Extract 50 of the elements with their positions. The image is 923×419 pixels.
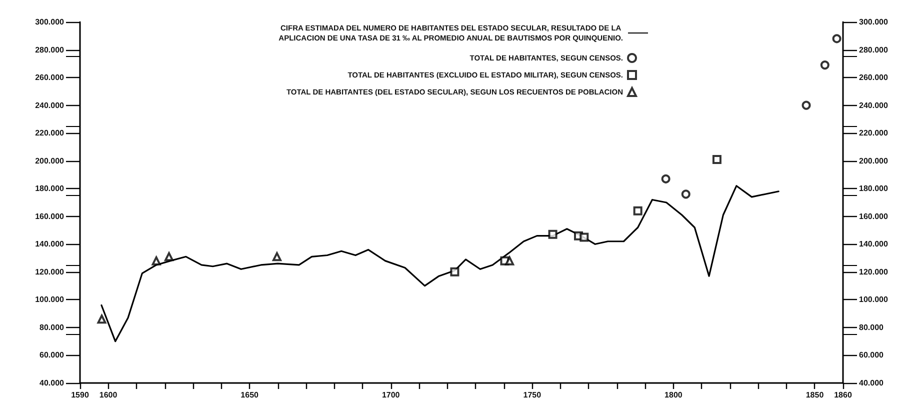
point: [633, 206, 642, 216]
y2-tick-label: 100.000: [859, 295, 888, 304]
point: [681, 190, 690, 199]
point: [820, 60, 830, 70]
y-tick-label: 140.000: [35, 240, 65, 249]
point: [661, 174, 670, 184]
y2-tick-label: 260.000: [859, 73, 888, 82]
y-tick-label: 160.000: [35, 212, 65, 221]
y2-tick-label: 140.000: [859, 240, 888, 249]
y-tick-label: 120.000: [35, 267, 65, 276]
x-tick-label: 1860: [834, 390, 852, 400]
y2-tick-label: 220.000: [859, 128, 888, 138]
y-tick-label: 260.000: [35, 73, 65, 82]
y2-tick-label: 300.000: [859, 18, 888, 26]
point: [164, 252, 174, 262]
x-tick-label: 1800: [664, 390, 683, 400]
point: [450, 267, 460, 276]
point: [152, 256, 161, 266]
y2-tick-label: 200.000: [859, 156, 888, 166]
y2-tick-label: 80.000: [859, 322, 884, 332]
y-tick-label: 80.000: [40, 322, 65, 332]
x-tick-label: 1650: [240, 390, 260, 400]
y-tick-label: 280.000: [35, 45, 65, 54]
point: [548, 230, 558, 239]
y-tick-label: 240.000: [35, 100, 65, 110]
line-series: [100, 185, 780, 342]
y-tick-label: 180.000: [35, 184, 65, 194]
y2-tick-label: 40.000: [859, 378, 884, 388]
y2-tick-label: 120.000: [859, 267, 888, 276]
x-tick-label: 1700: [382, 390, 400, 400]
x-tick-label: 1750: [523, 390, 542, 400]
y-tick-label: 220.000: [35, 128, 65, 138]
point: [832, 34, 842, 44]
x-tick-label: 1590: [71, 390, 90, 400]
y-tick-label: 100.000: [35, 295, 65, 304]
y2-tick-label: 160.000: [859, 212, 888, 221]
x-tick-label: 1600: [99, 390, 118, 400]
y2-tick-label: 240.000: [859, 100, 888, 110]
y2-tick-label: 60.000: [859, 350, 884, 360]
point: [580, 232, 589, 242]
y-tick-label: 300.000: [35, 18, 65, 26]
y-tick-label: 60.000: [40, 350, 65, 360]
x-tick-label: 1850: [806, 390, 824, 400]
point: [712, 154, 722, 164]
y-tick-label: 40.000: [40, 378, 65, 388]
y-tick-label: 200.000: [35, 156, 65, 166]
y2-tick-label: 280.000: [859, 45, 888, 54]
point: [505, 256, 514, 266]
y2-tick-label: 180.000: [859, 184, 888, 194]
point: [802, 100, 811, 110]
